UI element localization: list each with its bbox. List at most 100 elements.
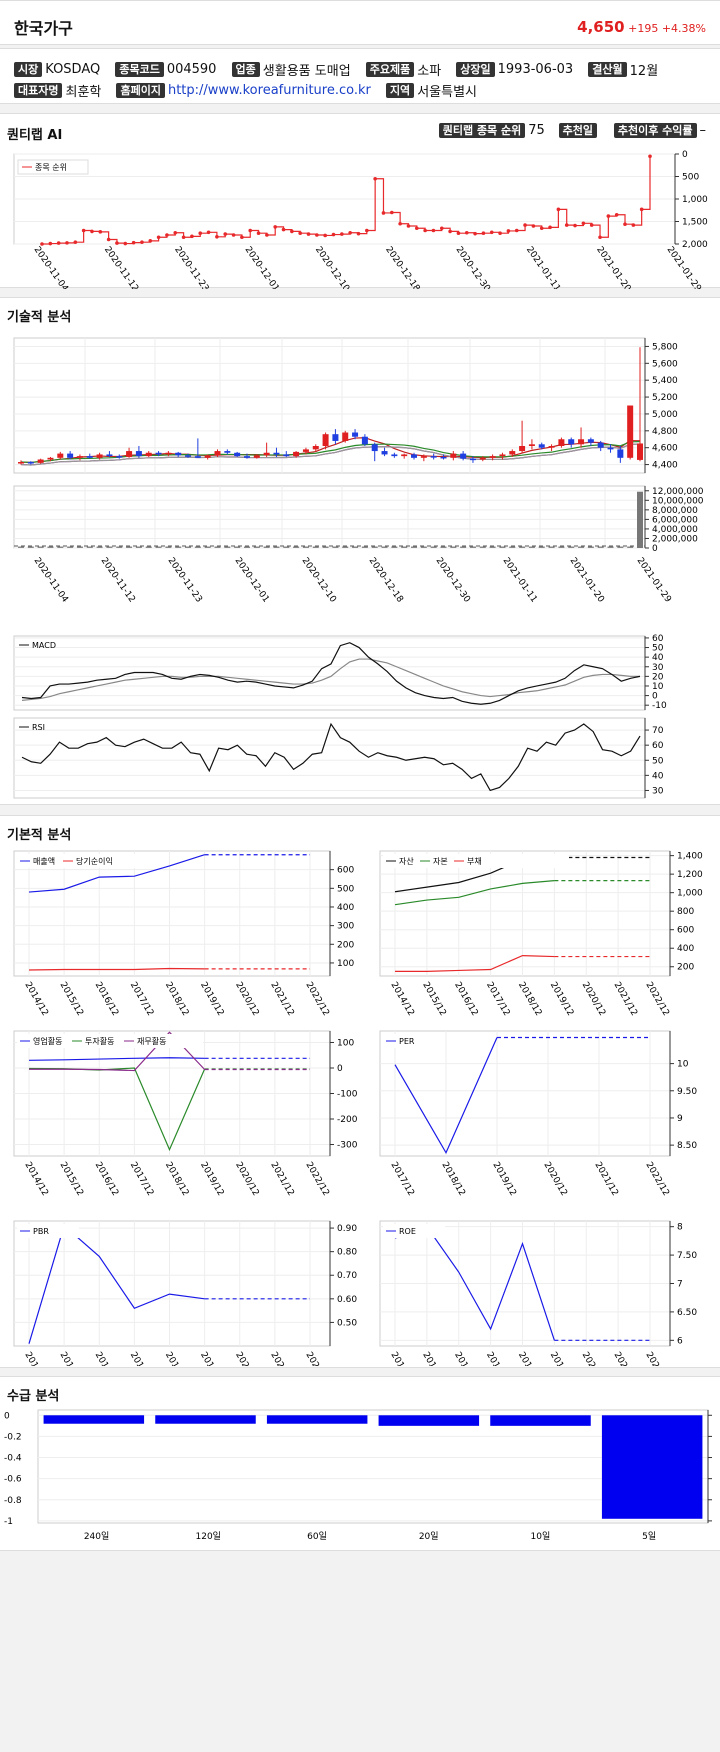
supply-bar [266, 1415, 368, 1424]
legend-label: 자본 [433, 857, 448, 866]
legend-label: 영업활동 [33, 1036, 62, 1046]
legend-box [17, 1224, 79, 1238]
rank-point [181, 235, 186, 240]
rank-point [614, 212, 619, 217]
x-tick-label: 2020-11-04 [32, 556, 70, 605]
volume-bar [361, 546, 368, 548]
volume-bar [96, 546, 103, 548]
x-tick-label: 2016/12 [93, 981, 120, 1018]
homepage-link[interactable]: http://www.koreafurniture.co.kr [167, 83, 371, 98]
volume-bar [587, 546, 594, 548]
candle-body [155, 452, 162, 455]
y-tick-label: 1,400 [677, 852, 703, 862]
info-label: 시장 [14, 62, 43, 77]
stock-name: 한국가구 [14, 19, 73, 38]
volume-bar [381, 546, 388, 548]
x-tick-label: 10일 [531, 1531, 551, 1542]
candle-body [489, 456, 496, 458]
candle-body [175, 452, 182, 456]
rank-point [631, 223, 636, 227]
legend-label: 당기순이익 [76, 856, 113, 866]
candle-body [312, 446, 319, 450]
candle-body [568, 439, 575, 445]
candle-body [27, 462, 34, 464]
candle-body [460, 453, 467, 459]
legend-box [383, 1034, 445, 1048]
rank-point [531, 224, 536, 228]
x-tick-label: 2022/12 [643, 981, 670, 1018]
tech-panel: 기술적 분석 4,400 4,600 4,800 5,000 5,200 5,400 5,6… [0, 297, 720, 805]
x-tick-label: 2016/12 [452, 1351, 479, 1367]
volume-bar [263, 546, 270, 548]
volume-bar [145, 546, 152, 548]
candle-body [411, 454, 418, 458]
legend-label: 매출액 [33, 856, 55, 866]
candle-body [469, 458, 476, 461]
candle-body [165, 452, 172, 455]
candle-body [243, 456, 250, 458]
rank-point [556, 207, 561, 212]
rank-point [256, 231, 261, 235]
x-tick-label: 2018/12 [439, 1161, 466, 1198]
macd-signal-line [21, 658, 640, 701]
y-tick-label: 5,000 [652, 410, 678, 420]
rank-point [373, 176, 377, 181]
supply-bar [378, 1415, 480, 1426]
x-tick-label: 2022/12 [303, 981, 330, 1018]
y-tick-label: 6 [677, 1336, 683, 1346]
candle-body [145, 452, 152, 457]
info-value: 소파 [417, 64, 442, 79]
volume-bar [302, 546, 309, 548]
series-line [28, 1224, 205, 1344]
legend-label: RSI [32, 723, 45, 732]
volume-bar [479, 546, 486, 548]
rank-point [639, 207, 644, 212]
x-tick-label: 120일 [196, 1531, 221, 1542]
y-tick-label: 0 [337, 1064, 343, 1074]
volume-bar [135, 546, 142, 548]
rsi-line [21, 722, 641, 792]
candle-body [538, 444, 545, 448]
candle-body [352, 432, 359, 437]
volume-bar [617, 546, 624, 548]
info-label: 대표자명 [14, 83, 63, 98]
candle-body [548, 446, 555, 448]
x-tick-label: 2020-11-12 [102, 245, 140, 289]
rank-point [281, 227, 286, 232]
info-panel: 시장 KOSDAQ 종목코드 004590 업종 생활용품 도매업 주요제품 소파 상장… [0, 48, 720, 104]
candle-body [578, 439, 585, 445]
candle-body [224, 451, 231, 453]
x-tick-label: 2022/12 [303, 1161, 330, 1198]
x-tick-label: 2015/12 [420, 981, 447, 1018]
supply-panel: 수급 분석 0 -0.2 -0.4 -0.6 -0.8 -1 240일 120일 60일 20일 1… [0, 1376, 720, 1551]
y-tick-label: 7 [677, 1280, 683, 1290]
volume-bar [469, 546, 476, 548]
x-tick-label: 2018/12 [516, 981, 543, 1018]
y-tick-label: 500 [337, 884, 354, 894]
y-tick-label: 200 [677, 963, 694, 973]
volume-bar [106, 546, 113, 548]
rank-point [564, 223, 569, 227]
x-tick-label: 2014/12 [22, 1161, 49, 1198]
volume-bar [528, 546, 535, 548]
volume-bar [273, 546, 280, 548]
candle-body [597, 442, 604, 448]
volume-bar [224, 546, 231, 548]
x-tick-label: 2020-12-30 [434, 556, 472, 605]
y-tick-label: 6,000,000 [652, 515, 698, 525]
y-tick-label: 8,000,000 [652, 506, 698, 516]
candle-body [273, 452, 280, 455]
candle-body [332, 434, 339, 441]
rank-point [273, 225, 278, 229]
candle-body [607, 447, 614, 450]
y-tick-label: 5,600 [652, 359, 678, 369]
y-tick-label: 10 [652, 682, 664, 692]
volume-bar [194, 546, 201, 548]
y-tick-label: 2,000,000 [652, 534, 698, 544]
y-tick-label: 500 [682, 173, 699, 183]
x-tick-label: 2020-12-10 [300, 556, 338, 605]
volume-bar [155, 546, 162, 548]
candle-body [116, 456, 123, 458]
info-value: KOSDAQ [45, 62, 101, 77]
rec-date-label: 추천일 [558, 123, 597, 138]
